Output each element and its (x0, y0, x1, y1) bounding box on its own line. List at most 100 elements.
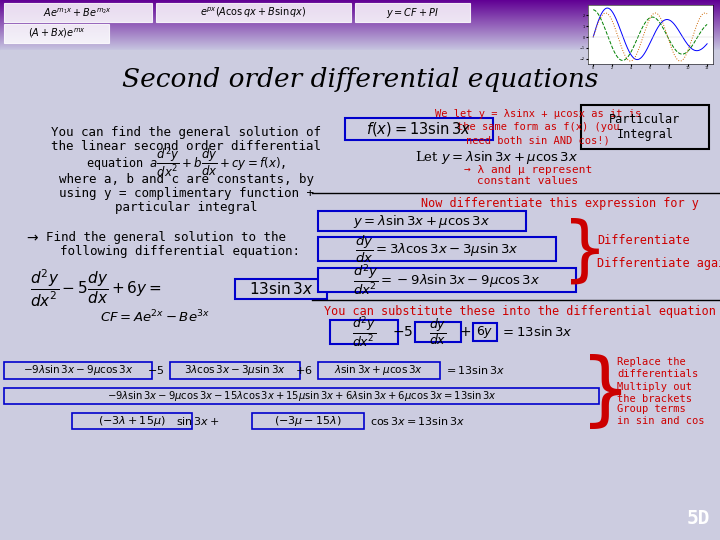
Bar (0, 20, 720, 21)
FancyBboxPatch shape (330, 320, 398, 344)
Bar (0, 9, 720, 10)
Text: $\lambda\sin3x + \mu\cos3x$: $\lambda\sin3x + \mu\cos3x$ (334, 363, 423, 377)
Text: $e^{px}(A\cos qx + B\sin qx)$: $e^{px}(A\cos qx + B\sin qx)$ (200, 5, 307, 19)
Text: $= 13\sin3x$: $= 13\sin3x$ (444, 364, 505, 376)
Bar (0, 21, 720, 22)
Bar (0, 43, 720, 44)
Text: You can find the general solution of: You can find the general solution of (51, 126, 321, 139)
Bar (0, 35, 720, 36)
Bar (0, 13, 720, 14)
FancyBboxPatch shape (4, 24, 109, 43)
Text: $- 5$: $- 5$ (148, 364, 165, 376)
Bar (0, 7, 720, 8)
Bar (0, 6, 720, 7)
Text: $f(x) = 13\sin3x$: $f(x) = 13\sin3x$ (366, 120, 472, 138)
Bar (0, 26, 720, 27)
Bar (0, 17, 720, 18)
FancyBboxPatch shape (4, 388, 599, 404)
Text: equation $a\dfrac{d^2y}{dx^2} + b\dfrac{dy}{dx} + cy = f(x)$,: equation $a\dfrac{d^2y}{dx^2} + b\dfrac{… (86, 146, 286, 180)
Text: $y = \lambda\sin3x + \mu\cos3x$: $y = \lambda\sin3x + \mu\cos3x$ (354, 213, 490, 230)
Bar (0, 41, 720, 42)
Bar (0, 15, 720, 16)
Bar (0, 38, 720, 39)
Text: $-9\lambda\sin3x - 9\mu\cos3x - 15\lambda\cos3x + 15\mu\sin3x + 6\lambda\sin3x +: $-9\lambda\sin3x - 9\mu\cos3x - 15\lambd… (107, 389, 496, 403)
Text: the linear second order differential: the linear second order differential (51, 140, 321, 153)
Text: $13\sin3x$: $13\sin3x$ (248, 281, 313, 297)
Bar (0, 14, 720, 15)
Bar (0, 47, 720, 48)
Text: $(A + Bx)e^{mx}$: $(A + Bx)e^{mx}$ (27, 27, 86, 40)
FancyBboxPatch shape (252, 413, 364, 429)
Text: $- 5$: $- 5$ (392, 325, 413, 339)
Bar (0, 12, 720, 13)
Text: $\dfrac{d^2y}{dx^2}$: $\dfrac{d^2y}{dx^2}$ (352, 315, 376, 349)
Text: $\dfrac{dy}{dx} = 3\lambda\cos3x - 3\mu\sin3x$: $\dfrac{dy}{dx} = 3\lambda\cos3x - 3\mu\… (355, 233, 519, 265)
Text: $\sin3x +$: $\sin3x +$ (176, 415, 220, 427)
FancyBboxPatch shape (473, 323, 497, 341)
Text: $3\lambda\cos3x - 3\mu\sin3x$: $3\lambda\cos3x - 3\mu\sin3x$ (184, 363, 286, 377)
Text: where a, b and c are constants, by: where a, b and c are constants, by (58, 172, 313, 186)
Text: particular integral: particular integral (114, 200, 257, 213)
Bar (0, 4, 720, 5)
Text: Replace the
differentials: Replace the differentials (617, 357, 698, 379)
Text: $\dfrac{d^2y}{dx^2} = -9\lambda\sin3x - 9\mu\cos3x$: $\dfrac{d^2y}{dx^2} = -9\lambda\sin3x - … (354, 262, 541, 298)
Bar (0, 32, 720, 33)
Bar (0, 46, 720, 47)
FancyBboxPatch shape (355, 3, 470, 22)
Text: $+$: $+$ (459, 325, 471, 339)
Bar (0, 27, 720, 28)
Text: Let $y = \lambda\sin3x + \mu\cos3x$: Let $y = \lambda\sin3x + \mu\cos3x$ (415, 148, 578, 165)
Bar (0, 36, 720, 37)
Bar (0, 24, 720, 25)
Bar (0, 33, 720, 34)
Bar (0, 48, 720, 49)
Bar (0, 39, 720, 40)
FancyBboxPatch shape (156, 3, 351, 22)
Text: 5D: 5D (686, 509, 710, 528)
FancyBboxPatch shape (345, 118, 493, 140)
Bar (0, 37, 720, 38)
Text: Group terms
in sin and cos: Group terms in sin and cos (617, 404, 704, 426)
Bar (0, 5, 720, 6)
Text: Differentiate again: Differentiate again (597, 256, 720, 269)
Text: $(-3\mu - 15\lambda)$: $(-3\mu - 15\lambda)$ (274, 414, 342, 428)
Text: $y = CF + PI$: $y = CF + PI$ (386, 5, 439, 19)
FancyBboxPatch shape (4, 3, 152, 22)
Text: Differentiate: Differentiate (597, 233, 690, 246)
Text: Find the general solution to the: Find the general solution to the (46, 231, 286, 244)
Bar (0, 0, 720, 1)
Text: Multiply out
the brackets: Multiply out the brackets (617, 382, 692, 404)
Text: using y = complimentary function +: using y = complimentary function + (58, 186, 313, 199)
FancyBboxPatch shape (318, 211, 526, 231)
Text: $6y$: $6y$ (476, 324, 494, 340)
Bar (0, 22, 720, 23)
Text: $Ae^{m_1x} + Be^{m_2x}$: $Ae^{m_1x} + Be^{m_2x}$ (43, 6, 112, 19)
Bar (0, 2, 720, 3)
Text: $(-3\lambda + 15\mu)$: $(-3\lambda + 15\mu)$ (98, 414, 166, 428)
Bar (0, 42, 720, 43)
Bar (0, 8, 720, 9)
Bar (0, 29, 720, 30)
FancyBboxPatch shape (318, 268, 576, 292)
FancyBboxPatch shape (318, 362, 440, 379)
Bar (0, 49, 720, 50)
Bar (0, 34, 720, 35)
Bar (0, 25, 720, 26)
Bar (0, 3, 720, 4)
Text: $\dfrac{dy}{dx}$: $\dfrac{dy}{dx}$ (429, 316, 446, 347)
Text: Now differentiate this expression for y: Now differentiate this expression for y (421, 198, 699, 211)
Bar (0, 19, 720, 20)
Text: You can substitute these into the differential equation: You can substitute these into the differ… (324, 305, 716, 318)
Text: $+ 6$: $+ 6$ (295, 364, 312, 376)
Text: $\dfrac{d^2y}{dx^2} - 5\dfrac{dy}{dx} + 6y = $: $\dfrac{d^2y}{dx^2} - 5\dfrac{dy}{dx} + … (30, 267, 161, 308)
FancyBboxPatch shape (581, 105, 709, 149)
Text: We let y = λsinx + μcosx as it is
the same form as f(x) (you
need both sin AND c: We let y = λsinx + μcosx as it is the sa… (435, 109, 641, 145)
Text: following differential equation:: following differential equation: (60, 245, 300, 258)
Text: → λ and μ represent: → λ and μ represent (464, 165, 592, 175)
FancyBboxPatch shape (318, 237, 556, 261)
Bar (0, 1, 720, 2)
Text: }: } (562, 218, 608, 287)
Bar (0, 30, 720, 31)
Text: Second order differential equations: Second order differential equations (122, 68, 598, 92)
FancyBboxPatch shape (415, 322, 461, 342)
